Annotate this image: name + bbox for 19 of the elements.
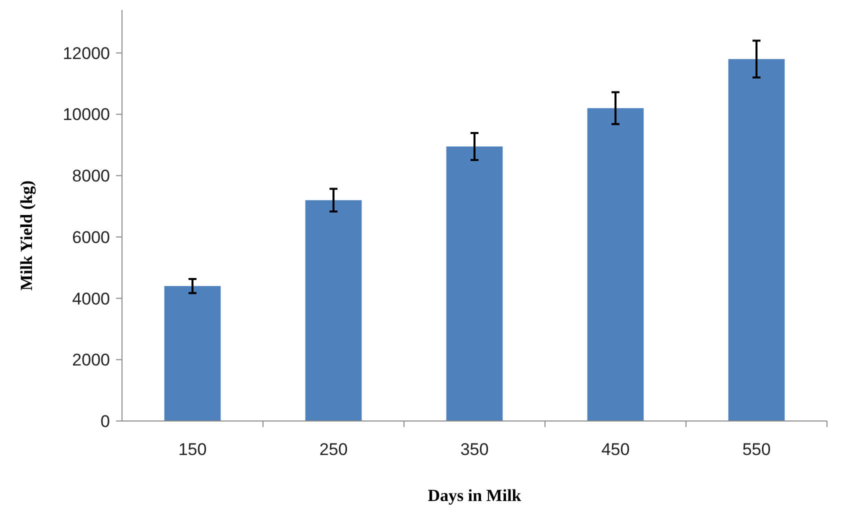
y-tick-label: 10000 bbox=[62, 105, 110, 124]
y-tick-label: 8000 bbox=[72, 166, 110, 186]
x-tick-label: 550 bbox=[742, 440, 771, 459]
x-axis-title: Days in Milk bbox=[428, 486, 522, 505]
x-tick-label: 450 bbox=[601, 440, 630, 459]
x-tick-label: 250 bbox=[319, 440, 348, 459]
bar bbox=[728, 59, 785, 421]
x-tick-label: 350 bbox=[460, 440, 489, 459]
bar bbox=[587, 108, 644, 421]
y-tick-label: 12000 bbox=[62, 44, 110, 63]
bar bbox=[164, 286, 221, 421]
x-tick-label: 150 bbox=[178, 440, 207, 459]
y-tick-label: 6000 bbox=[72, 228, 110, 247]
bar bbox=[446, 146, 503, 421]
y-axis-title: Milk Yield (kg) bbox=[17, 180, 36, 291]
y-tick-label: 0 bbox=[100, 412, 110, 431]
y-tick-label: 2000 bbox=[72, 350, 110, 370]
y-tick-label: 4000 bbox=[72, 289, 110, 308]
bar bbox=[305, 200, 362, 421]
